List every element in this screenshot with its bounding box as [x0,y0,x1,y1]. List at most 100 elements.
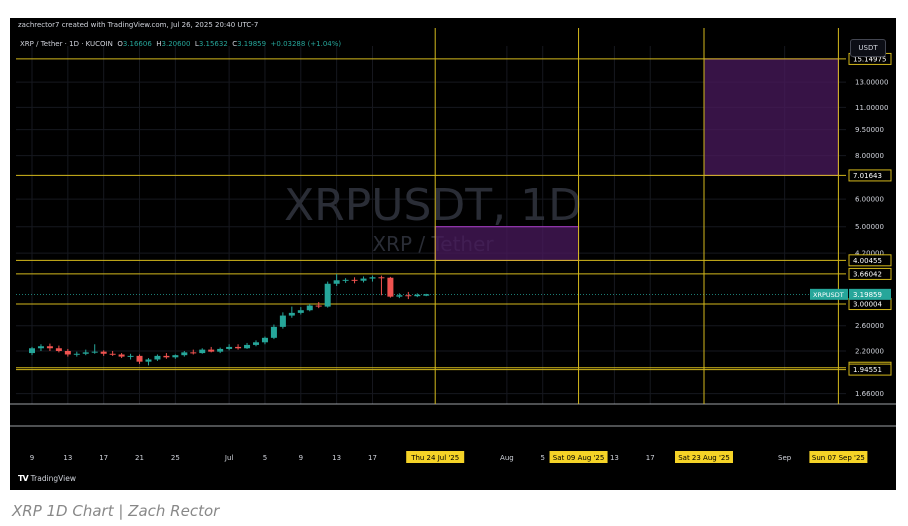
candle-body [199,349,206,354]
candle-body [360,278,367,281]
current-price-label: 3.19859 [853,291,882,299]
currency-button[interactable]: USDT [850,39,886,57]
candle-body [154,355,161,360]
zone-1 [703,58,839,176]
candle-body [378,277,385,279]
date-tag [675,451,733,463]
candle-body [235,346,242,349]
candle-body [172,355,179,358]
candle-body [208,349,215,352]
x-tick-label: 9 [299,454,303,462]
candle-body [163,355,170,358]
level-tag-label: 7.01643 [853,172,882,180]
candle-body [333,280,340,284]
candle-body [351,279,358,281]
candle-body [127,355,134,357]
candle-body [100,351,107,354]
y-tick-label: 2.20000 [855,347,884,355]
date-tag [809,451,868,463]
x-tick-label: Sep [778,454,792,462]
candle-body [405,295,412,297]
legend-open-label: O [117,40,123,48]
zone-0 [434,226,580,261]
zones [434,58,839,261]
candle-body [82,352,89,354]
candle-body [73,353,80,355]
x-tick-label: Aug [500,454,514,462]
candle-body [145,359,152,362]
level-tag [848,267,892,280]
candle-body [414,294,421,297]
created-by-header: zachrector7 created with TradingView.com… [18,21,259,29]
y-tick-label: 5.00000 [855,223,884,231]
candle-body [369,277,376,279]
level-tag-label: 4.00455 [853,257,882,265]
y-tick-label: 13.00000 [855,79,888,87]
candle-body [387,277,394,297]
y-tick-label: 6.00000 [855,196,884,204]
x-tick-label: 25 [171,454,180,462]
chart-canvas[interactable]: XRPUSDT, 1D XRP / Tether 13.00000 11.0000… [10,18,896,490]
y-tick-label: 8.00000 [855,152,884,160]
x-tick-label: 9 [30,454,34,462]
candle-body [306,305,313,311]
candle-body [342,279,349,281]
candle-body [46,346,53,349]
candle-body [324,283,331,307]
candle-body [29,348,35,354]
x-tick-label: 13 [332,454,341,462]
candles [29,273,430,366]
current-price-tag [849,288,891,300]
y-tick-label: 4.20000 [855,250,884,258]
candle-body [297,310,304,313]
y-tick-label: 9.50000 [855,126,884,134]
symbol-tag [810,288,848,300]
x-tick-label: 5 [540,454,544,462]
x-tick-label: 17 [99,454,108,462]
candle-body [118,354,125,357]
date-tag [406,451,465,463]
x-tick-label: 13 [63,454,72,462]
x-tick-label: Jul [224,454,234,462]
tradingview-logo[interactable]: TV TradingView [18,474,76,483]
legend-open: 3.16606 [122,40,152,48]
chart-caption: XRP 1D Chart | Zach Rector [12,502,220,520]
level-tag-label: 15.14975 [853,55,886,63]
level-tag-label: 3.00004 [853,301,882,309]
chart-frame: XRPUSDT, 1D XRP / Tether 13.00000 11.0000… [10,18,896,490]
candle-body [37,346,44,349]
candle-body [217,348,224,352]
time-axis: 9 13 17 21 25 Jul 5 9 13 17 Aug 5 13 17 Sep Thu 24 Jul … [30,451,868,463]
x-tick-label: 5 [263,454,267,462]
legend-low: 3.15632 [198,40,228,48]
date-tag-label: Sun 07 Sep '25 [812,454,865,462]
candle-body [253,342,259,345]
candle-body [64,350,71,355]
legend-change: +0.03288 (+1.04%) [270,40,342,48]
tradingview-logo-text: TradingView [30,474,76,483]
date-tag-label: Thu 24 Jul '25 [410,454,459,462]
candle-body [270,326,277,338]
candle-body [396,295,403,297]
candle-body [190,352,197,354]
legend-close: 3.19859 [237,40,267,48]
price-axis: 13.00000 11.00000 9.50000 8.00000 6.00000 5.0… [810,52,892,398]
symbol-legend: XRP / Tether · 1D · KUCOIN O3.16606 H3.2… [20,40,341,48]
date-lines [434,28,839,404]
legend-low-label: L [194,40,199,48]
y-tick-label: 1.66000 [855,390,884,398]
date-tag [549,451,608,463]
level-tag [848,169,892,182]
candle-body [288,312,295,316]
date-tag-label: Sat 23 Aug '25 [678,454,730,462]
candle-body [55,348,62,351]
candle-body [315,305,322,307]
x-tick-label: 21 [135,454,144,462]
date-tag-label: Sat 09 Aug '25 [553,454,605,462]
x-tick-label: 17 [646,454,655,462]
level-tag-label: 1.94551 [853,366,882,374]
candle-body [244,344,251,349]
legend-close-label: C [232,40,238,48]
legend-high-label: H [156,40,162,48]
candle-body [261,337,268,343]
